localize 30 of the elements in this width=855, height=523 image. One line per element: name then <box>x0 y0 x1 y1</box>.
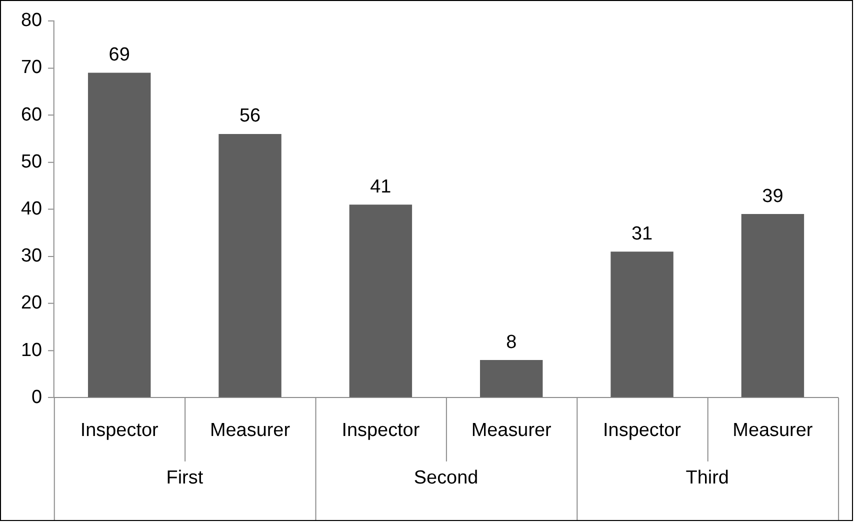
bar <box>741 214 804 398</box>
y-tick-label: 10 <box>20 340 42 361</box>
data-label: 31 <box>631 223 653 244</box>
y-tick-label: 30 <box>20 246 42 267</box>
y-tick-label: 70 <box>20 57 42 78</box>
data-label: 41 <box>370 176 392 198</box>
bar <box>218 134 282 398</box>
y-tick-label: 20 <box>20 292 42 314</box>
y-tick-label: 60 <box>20 104 42 126</box>
bar <box>88 72 151 398</box>
y-tick-label: 0 <box>31 386 42 408</box>
x-tick-label: Measurer <box>471 420 552 442</box>
data-label: 69 <box>108 44 130 66</box>
x-tick-label: Measurer <box>732 420 813 442</box>
x-tick-label: Inspector <box>80 420 158 442</box>
y-tick-label: 50 <box>20 151 42 172</box>
bar <box>349 204 412 398</box>
x-tick-label: Inspector <box>603 420 682 442</box>
bar <box>610 252 674 398</box>
x-tick-label: Inspector <box>342 420 420 442</box>
data-label: 39 <box>762 186 784 207</box>
bar <box>480 360 543 398</box>
y-tick-label: 40 <box>20 198 42 220</box>
data-label: 56 <box>239 106 261 127</box>
x-tick-label: Measurer <box>210 420 290 442</box>
y-tick-label: 80 <box>20 10 42 32</box>
text: Second <box>414 468 478 489</box>
text: First <box>166 468 204 489</box>
text: Third <box>686 468 729 489</box>
data-label: 8 <box>506 332 517 353</box>
